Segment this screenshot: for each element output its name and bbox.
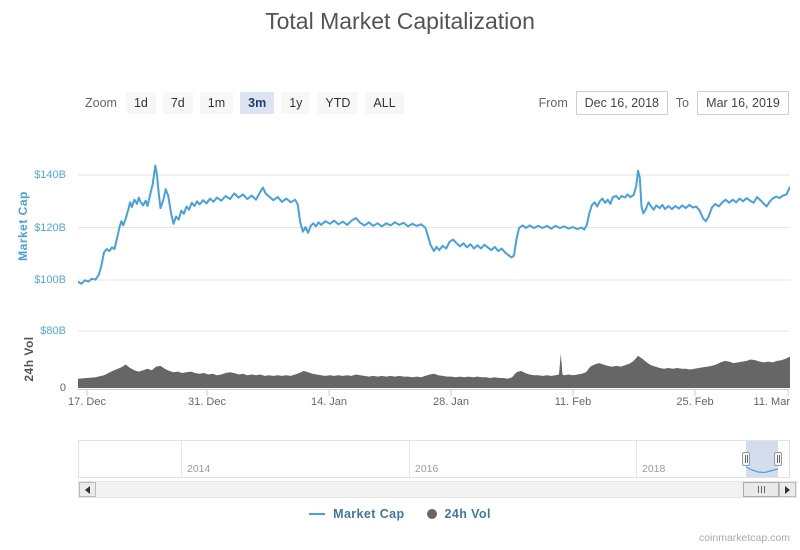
right-arrow-icon	[785, 485, 790, 494]
market-cap-line	[78, 164, 790, 285]
legend: Market Cap 24h Vol	[0, 507, 800, 521]
y-axis-label: $100B	[34, 274, 66, 286]
legend-label: Market Cap	[333, 507, 405, 521]
navigator-track[interactable]: 2014 2016 2018	[78, 440, 790, 478]
navigator-left-handle[interactable]	[742, 452, 750, 466]
y-axis-label: $120B	[34, 221, 66, 234]
x-axis-label: 28. Jan	[432, 396, 470, 408]
scrollbar-right-arrow[interactable]	[779, 482, 796, 497]
x-axis-labels: 17. Dec 31. Dec 14. Jan 28. Jan 11. Feb 25. F…	[68, 396, 790, 410]
to-label: To	[675, 96, 689, 110]
x-axis-label: 11. Feb	[554, 396, 592, 408]
navigator-right-handle[interactable]	[774, 452, 782, 466]
volume-area	[78, 353, 790, 388]
navigator-gridline	[636, 441, 637, 477]
navigator-gridline	[181, 441, 182, 477]
from-date-input[interactable]	[575, 91, 668, 115]
zoom-button-1m[interactable]: 1m	[199, 92, 234, 114]
scrollbar-left-arrow[interactable]	[79, 482, 96, 497]
legend-label: 24h Vol	[444, 507, 491, 521]
range-selector: Zoom 1d 7d 1m 3m 1y YTD ALL	[85, 92, 404, 114]
chart-title: Total Market Capitalization	[265, 8, 535, 34]
navigator-series-line	[745, 466, 779, 474]
zoom-button-1y[interactable]: 1y	[281, 92, 311, 114]
zoom-button-1d[interactable]: 1d	[125, 92, 156, 114]
market-cap-y-axis-labels: $140B $120B $100B	[0, 150, 72, 296]
navigator-year-label: 2014	[187, 463, 211, 475]
x-axis-label: 11. Mar	[753, 396, 790, 408]
y-axis-label: $140B	[34, 169, 66, 181]
zoom-label: Zoom	[85, 96, 117, 110]
x-axis-label: 31. Dec	[188, 396, 226, 408]
scrollbar-track[interactable]	[78, 481, 797, 498]
circle-symbol-icon	[426, 509, 437, 519]
x-axis-label: 17. Dec	[68, 396, 106, 408]
legend-item-market-cap[interactable]: Market Cap	[309, 507, 404, 521]
zoom-button-7d[interactable]: 7d	[162, 92, 193, 114]
left-arrow-icon	[85, 485, 90, 494]
y-axis-label: $80B	[40, 325, 66, 337]
zoom-button-ytd[interactable]: YTD	[317, 92, 359, 114]
navigator-year-label: 2018	[642, 463, 666, 475]
navigator-year-label: 2016	[415, 463, 439, 475]
navigator-gridline	[409, 441, 410, 477]
volume-chart[interactable]	[78, 326, 790, 398]
x-axis-label: 25. Feb	[676, 396, 714, 408]
credit-link[interactable]: coinmarketcap.com	[698, 532, 790, 544]
from-label: From	[538, 96, 568, 110]
zoom-button-all[interactable]: ALL	[365, 92, 404, 114]
volume-y-axis-labels: $80B 0	[0, 325, 72, 398]
x-axis-label: 14. Jan	[310, 396, 348, 408]
zoom-button-3m[interactable]: 3m	[240, 92, 275, 114]
y-axis-label: 0	[59, 382, 66, 394]
scrollbar-thumb[interactable]	[743, 482, 779, 497]
date-range-inputs: From To	[539, 91, 789, 115]
line-symbol-icon	[309, 513, 326, 515]
navigator-series	[745, 466, 779, 474]
navigator-selected-range[interactable]	[746, 441, 778, 477]
market-cap-chart[interactable]	[78, 150, 790, 296]
to-date-input[interactable]	[697, 91, 789, 115]
legend-item-24h-vol[interactable]: 24h Vol	[426, 507, 491, 521]
